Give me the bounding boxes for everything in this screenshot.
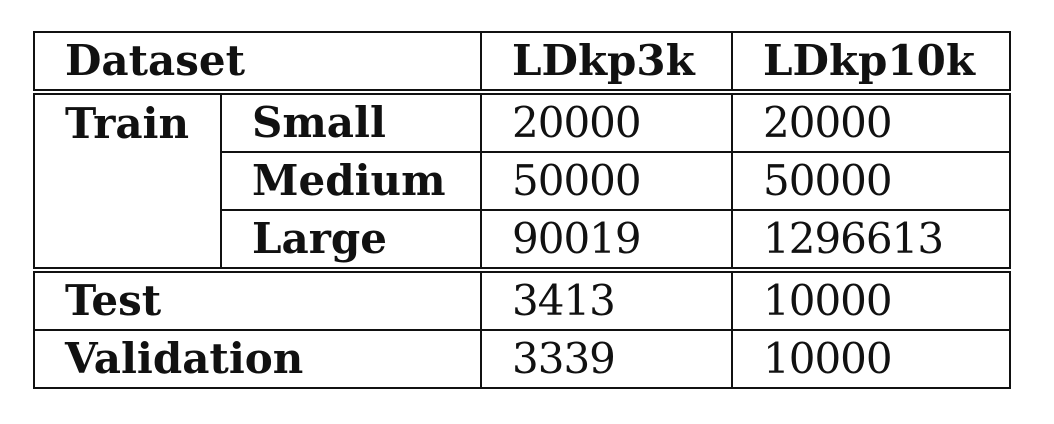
validation-ldkp3k: 3339 <box>480 329 733 389</box>
table-row-train-large: Large 90019 1296613 <box>34 209 1011 271</box>
train-label: Train <box>33 91 222 271</box>
train-medium-ldkp3k: 50000 <box>480 151 733 211</box>
header-ldkp3k: LDkp3k <box>480 31 733 95</box>
train-small-ldkp10k: 20000 <box>731 91 1011 153</box>
header-ldkp10k: LDkp10k <box>731 31 1011 95</box>
test-ldkp10k: 10000 <box>731 267 1011 331</box>
train-size-small: Small <box>220 91 482 153</box>
train-large-ldkp10k: 1296613 <box>731 209 1011 271</box>
test-label: Test <box>33 267 482 331</box>
dataset-statistics-table: Dataset LDkp3k LDkp10k Train Small 20000… <box>33 31 1011 389</box>
table-row-train-medium: Medium 50000 50000 <box>34 151 1011 211</box>
validation-ldkp10k: 10000 <box>731 329 1011 389</box>
table-row-train-small: Train Small 20000 20000 <box>33 91 1011 271</box>
validation-label: Validation <box>33 329 482 389</box>
train-small-ldkp3k: 20000 <box>480 91 733 153</box>
header-dataset: Dataset <box>33 31 482 95</box>
train-size-large: Large <box>220 209 482 271</box>
table-header-row: Dataset LDkp3k LDkp10k <box>33 31 1011 95</box>
table-row-test: Test 3413 10000 <box>33 267 1011 331</box>
train-medium-ldkp10k: 50000 <box>731 151 1011 211</box>
train-large-ldkp3k: 90019 <box>480 209 733 271</box>
table-row-validation: Validation 3339 10000 <box>33 329 1011 389</box>
test-ldkp3k: 3413 <box>480 267 733 331</box>
train-size-medium: Medium <box>220 151 482 211</box>
